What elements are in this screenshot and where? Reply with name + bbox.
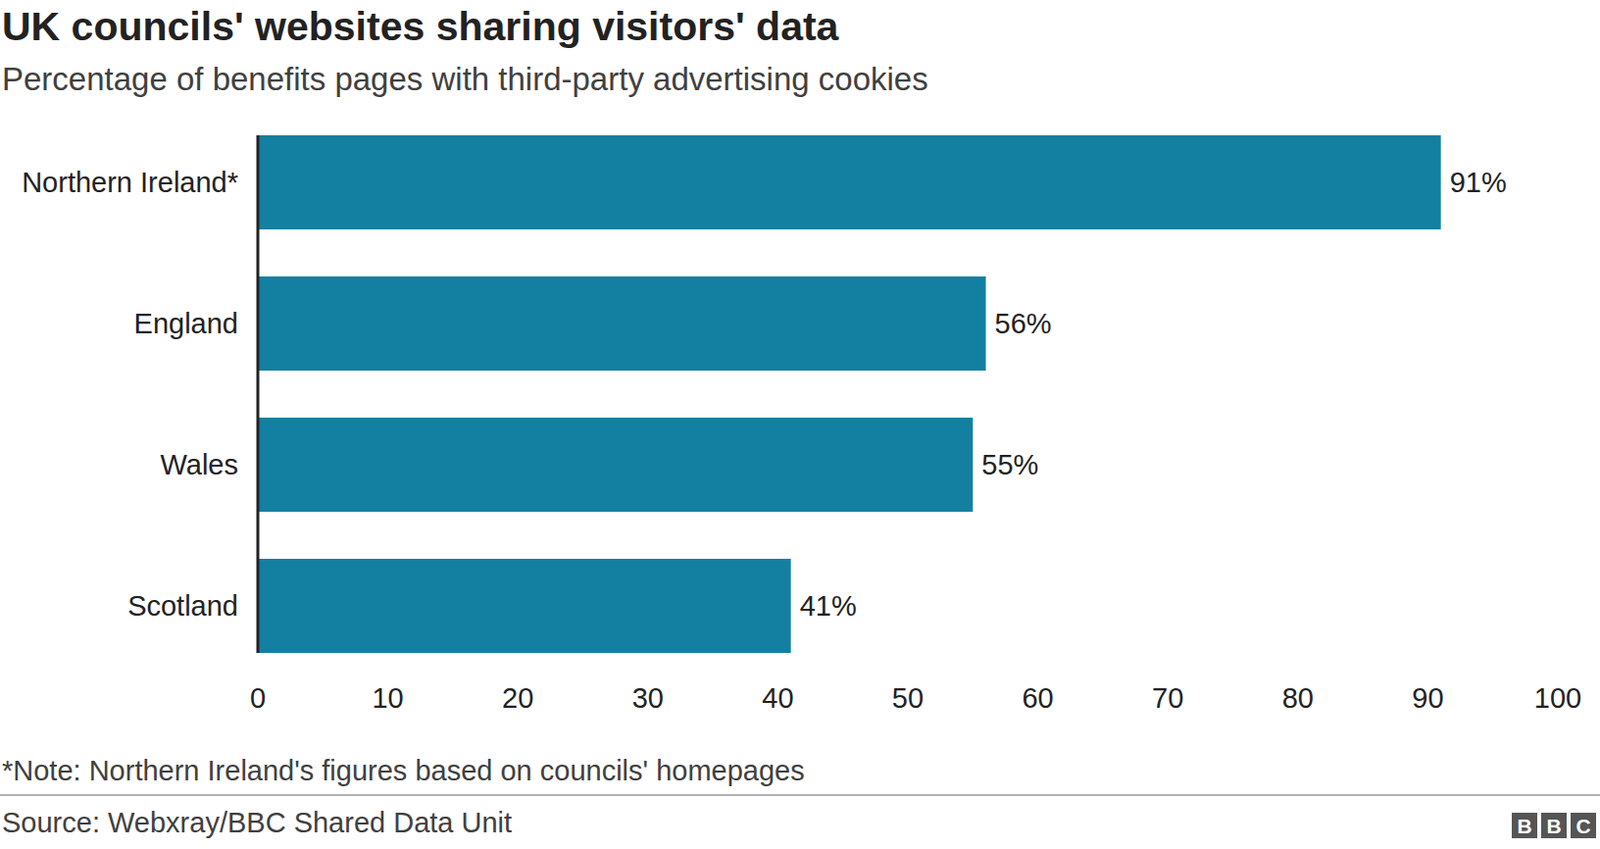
title: UK councils' websites sharing visitors' … bbox=[1, 3, 841, 50]
axis-line bbox=[256, 135, 260, 653]
bar bbox=[257, 276, 987, 371]
tick-label: 0 bbox=[250, 682, 266, 714]
bar bbox=[257, 135, 1442, 230]
data-label: 41% bbox=[800, 590, 857, 622]
data-label: 91% bbox=[1450, 166, 1507, 199]
tick-label: 40 bbox=[761, 682, 794, 714]
tick-label: 80 bbox=[1282, 682, 1314, 714]
logo-box bbox=[1511, 812, 1538, 839]
source: Source: Webxray/BBC Shared Data Unit bbox=[1, 806, 512, 839]
tick-label: 100 bbox=[1534, 682, 1582, 714]
bar bbox=[257, 558, 792, 653]
chart: UK councils' websites sharing visitors' … bbox=[0, 0, 1600, 849]
subtitle: Percentage of benefits pages with third-… bbox=[1, 60, 929, 98]
tick-label: 30 bbox=[632, 682, 664, 714]
category-label: England bbox=[134, 307, 239, 340]
logo-text: BBC bbox=[1516, 814, 1591, 838]
data-label: 56% bbox=[995, 307, 1052, 340]
category-label: Wales bbox=[160, 449, 240, 481]
logo-letter: B bbox=[1546, 814, 1561, 838]
tick-label: 70 bbox=[1151, 682, 1184, 714]
tick-label: 20 bbox=[501, 682, 534, 714]
bars bbox=[257, 135, 1442, 653]
tick-label: 50 bbox=[892, 682, 924, 714]
separator bbox=[0, 794, 1600, 797]
logo-box bbox=[1570, 812, 1597, 839]
bar bbox=[257, 417, 973, 512]
tick-label: 10 bbox=[371, 682, 403, 714]
tick-label: 60 bbox=[1021, 682, 1053, 714]
category-label: Northern Ireland* bbox=[21, 166, 239, 199]
logo-letter: B bbox=[1516, 814, 1532, 838]
logo-box bbox=[1541, 812, 1567, 839]
logo-letter: C bbox=[1575, 814, 1591, 838]
category-label: Scotland bbox=[127, 590, 239, 622]
logo: BBC bbox=[1511, 812, 1597, 839]
tick-label: 90 bbox=[1411, 682, 1444, 714]
note: *Note: Northern Ireland's figures based … bbox=[1, 754, 805, 787]
data-label: 55% bbox=[981, 449, 1039, 481]
